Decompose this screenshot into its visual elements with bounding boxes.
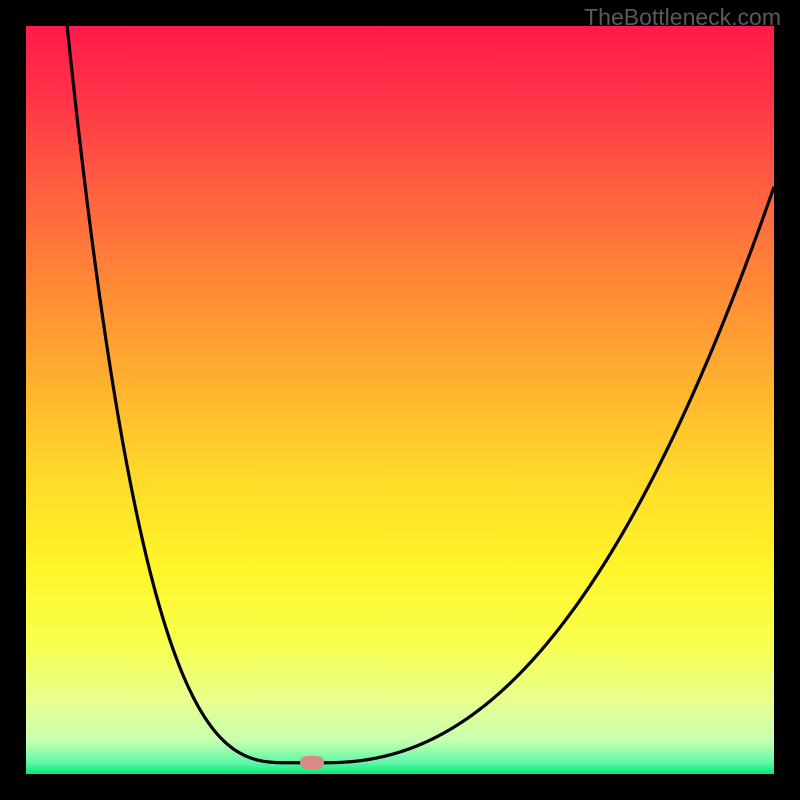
chart-frame: TheBottleneck.com: [0, 0, 800, 800]
bottleneck-curve-svg: [26, 26, 774, 774]
plot-area: [26, 26, 774, 774]
optimal-point-marker: [300, 756, 324, 769]
watermark-text: TheBottleneck.com: [584, 4, 781, 31]
bottleneck-curve: [67, 26, 774, 763]
